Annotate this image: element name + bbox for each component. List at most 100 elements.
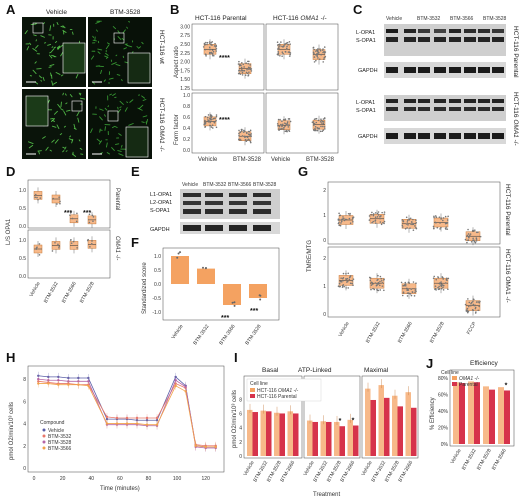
data-point — [286, 45, 288, 48]
legend-swatch — [250, 388, 255, 392]
data-point — [411, 291, 414, 294]
y-tick: 0% — [441, 442, 449, 448]
plot-frame — [191, 23, 265, 91]
mito-fragment — [138, 104, 144, 109]
data-point — [466, 309, 468, 312]
panel-a-letter: A — [6, 2, 16, 17]
data-point — [286, 122, 289, 124]
data-point — [440, 226, 442, 229]
data-point — [210, 52, 212, 55]
x-tick: 0 — [33, 476, 36, 482]
y-tick: 1.75 — [180, 68, 190, 74]
data-point — [352, 216, 354, 219]
data-point — [240, 139, 242, 141]
data-point — [373, 288, 376, 291]
panel-j: J Efficiency % Efficiency 0% 20% 40% 60% 80%… — [426, 356, 515, 471]
data-point — [238, 129, 240, 132]
data-point — [201, 266, 204, 269]
data-point — [287, 126, 290, 128]
x-tick: BTM-3528 — [429, 321, 446, 344]
data-point — [88, 213, 91, 216]
plot-frame — [265, 92, 339, 154]
data-point — [245, 71, 248, 74]
data-point — [209, 121, 211, 124]
panel-j-title: Efficiency — [470, 360, 498, 367]
data-point — [475, 301, 478, 303]
band-l-opa1 — [478, 99, 490, 103]
mito-fragment — [119, 100, 124, 105]
data-point — [215, 115, 218, 118]
mito-fragment — [56, 46, 60, 49]
data-point — [155, 423, 159, 426]
data-point — [314, 127, 316, 130]
data-point — [368, 219, 371, 221]
data-point — [405, 216, 408, 219]
data-point — [404, 283, 407, 285]
mito-fragment — [65, 150, 68, 152]
data-point — [280, 41, 282, 43]
legend-marker — [42, 440, 46, 444]
data-point — [345, 287, 347, 289]
data-point — [339, 285, 341, 288]
x-tick: Vehicle — [170, 324, 184, 341]
y-ticks: 0 2 4 6 8 — [239, 397, 242, 460]
data-point — [343, 217, 345, 220]
mito-fragment — [97, 48, 103, 51]
band-s-opa1 — [418, 37, 430, 42]
data-point — [466, 307, 469, 310]
bar-parental — [459, 383, 465, 444]
band-s-opa1 — [492, 37, 504, 42]
data-point — [434, 221, 437, 224]
mito-fragment — [51, 80, 54, 86]
data-point — [440, 218, 442, 220]
y-tick: 1.0 — [19, 188, 26, 194]
data-point — [415, 219, 417, 221]
y-tick: 2.00 — [180, 60, 190, 66]
band-l-opa1 — [386, 99, 398, 103]
data-point — [237, 72, 240, 75]
mito-fragment — [117, 108, 122, 114]
data-point — [206, 116, 209, 119]
data-point — [407, 289, 410, 291]
data-point — [39, 197, 42, 199]
data-point — [342, 272, 345, 275]
mito-fragment — [51, 139, 55, 143]
mito-fragment — [122, 55, 125, 59]
data-point — [242, 131, 245, 133]
bar-oma1 — [498, 387, 504, 444]
mito-fragment — [121, 144, 123, 148]
data-point — [250, 135, 252, 138]
data-point — [282, 128, 285, 130]
mito-fragment — [55, 72, 61, 75]
data-point — [244, 74, 247, 76]
y-ticks: 1.25 1.50 1.75 2.00 2.25 2.50 2.75 3.00 — [180, 24, 190, 92]
data-point — [352, 220, 354, 223]
data-point — [278, 128, 280, 130]
lane-label: BTM-3528 — [253, 182, 277, 188]
data-point — [442, 219, 444, 222]
data-point — [315, 54, 317, 56]
panel-g-side1: HCT-116 Parental — [504, 184, 511, 236]
mito-fragment — [49, 54, 53, 59]
band-gapdh — [464, 133, 476, 139]
mito-fragment — [107, 42, 110, 45]
data-point — [376, 212, 379, 215]
data-point — [288, 40, 291, 43]
mito-fragment — [27, 141, 34, 145]
bar-parental — [339, 426, 345, 456]
data-point — [34, 193, 37, 196]
data-point — [312, 121, 315, 123]
data-point — [338, 282, 341, 285]
y-tick: 1.0 — [183, 93, 190, 99]
data-point — [442, 286, 444, 289]
data-point — [215, 126, 218, 129]
inset-marker — [113, 32, 125, 44]
data-point — [204, 115, 207, 118]
data-point — [320, 53, 322, 56]
mito-fragment — [32, 69, 37, 75]
lane-label: BTM-3532 — [203, 182, 227, 188]
data-point — [276, 41, 279, 44]
data-point — [370, 288, 372, 291]
data-point — [206, 43, 208, 46]
x-tick: Vehicle — [271, 157, 291, 163]
